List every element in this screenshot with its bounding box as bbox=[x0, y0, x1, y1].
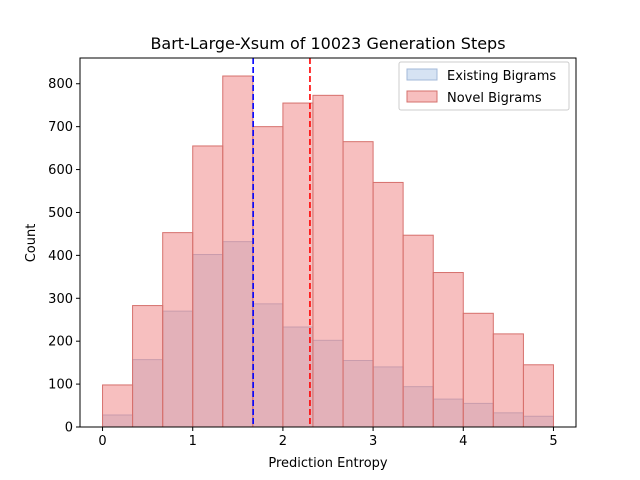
bar-novel-14 bbox=[522, 364, 554, 428]
x-tick-label: 4 bbox=[459, 434, 467, 449]
bar-novel-12 bbox=[462, 312, 494, 428]
bar-novel-4 bbox=[222, 75, 254, 428]
bar-novel-5 bbox=[252, 126, 284, 428]
legend-label-novel: Novel Bigrams bbox=[447, 91, 542, 106]
y-tick-label: 800 bbox=[48, 77, 73, 92]
bar-novel-2 bbox=[162, 232, 194, 428]
x-axis: 0 1 2 3 4 5 bbox=[98, 427, 558, 449]
y-tick-label: 600 bbox=[48, 163, 73, 178]
y-tick-label: 100 bbox=[48, 378, 73, 393]
legend-swatch-novel bbox=[406, 90, 438, 103]
x-tick-label: 3 bbox=[369, 434, 377, 449]
y-tick-label: 500 bbox=[48, 206, 73, 221]
bar-novel-10 bbox=[402, 234, 434, 428]
bar-novel-3 bbox=[192, 145, 224, 428]
y-tick-label: 0 bbox=[65, 421, 73, 436]
y-axis: 0 100 200 300 400 500 600 700 800 bbox=[48, 77, 80, 436]
y-axis-title: Count bbox=[24, 224, 39, 263]
legend-box bbox=[398, 61, 570, 111]
bar-novel-6 bbox=[282, 102, 314, 428]
x-tick-label: 1 bbox=[189, 434, 197, 449]
bar-novel-9 bbox=[372, 181, 404, 428]
legend-swatch-existing bbox=[406, 68, 438, 81]
bar-novel-13 bbox=[492, 333, 524, 428]
legend: Existing Bigrams Novel Bigrams bbox=[398, 61, 570, 111]
x-tick-label: 5 bbox=[549, 434, 557, 449]
bar-novel-11 bbox=[432, 272, 464, 428]
x-axis-title: Prediction Entropy bbox=[268, 456, 388, 471]
bar-novel-0 bbox=[102, 384, 134, 428]
x-tick-label: 0 bbox=[98, 434, 106, 449]
y-tick-label: 700 bbox=[48, 120, 73, 135]
reference-lines bbox=[252, 58, 311, 427]
y-tick-label: 400 bbox=[48, 249, 73, 264]
plot-frame bbox=[79, 57, 577, 428]
bar-novel-1 bbox=[132, 305, 164, 428]
bar-novel-8 bbox=[342, 141, 374, 428]
chart-title: Bart-Large-Xsum of 10023 Generation Step… bbox=[150, 34, 505, 53]
x-tick-label: 2 bbox=[279, 434, 287, 449]
bar-novel-7 bbox=[312, 94, 344, 428]
y-tick-label: 300 bbox=[48, 292, 73, 307]
legend-label-existing: Existing Bigrams bbox=[447, 69, 556, 84]
y-tick-label: 200 bbox=[48, 335, 73, 350]
bars-layer bbox=[102, 75, 554, 428]
